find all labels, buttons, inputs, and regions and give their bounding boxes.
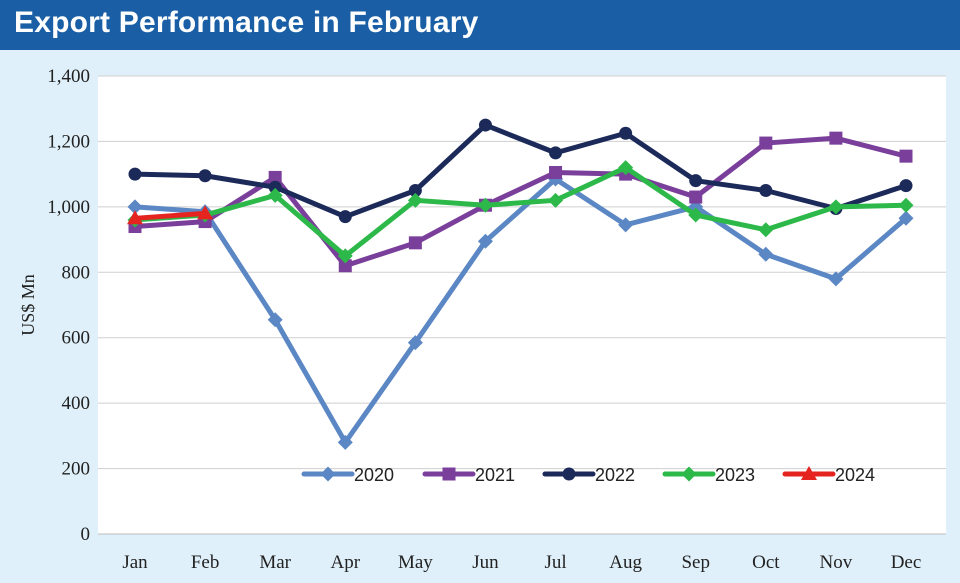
- legend-swatch-marker: [320, 466, 336, 482]
- plot-area: [98, 76, 946, 534]
- x-tick-label: May: [398, 552, 433, 573]
- legend-swatch-marker: [562, 467, 576, 481]
- x-tick-label: Apr: [330, 552, 360, 573]
- data-point: [338, 210, 352, 224]
- data-point: [898, 197, 914, 213]
- y-tick-label: 600: [62, 328, 91, 349]
- data-point: [338, 259, 352, 273]
- data-point: [127, 199, 143, 215]
- series-line: [132, 122, 909, 220]
- x-tick-label: Mar: [259, 552, 291, 573]
- y-tick-label: 0: [81, 524, 91, 545]
- legend-label: 2022: [595, 465, 635, 485]
- y-tick-label: 200: [62, 459, 91, 480]
- data-point: [898, 210, 914, 226]
- data-point: [408, 236, 422, 250]
- legend-label: 2021: [475, 465, 515, 485]
- data-point: [619, 126, 633, 140]
- data-point: [759, 136, 773, 150]
- y-axis: 0 200 400 600 800 1,000 1,200 1,400: [47, 66, 90, 545]
- data-point: [408, 184, 422, 197]
- y-tick-label: 1,000: [47, 197, 90, 218]
- legend-item-2021: 2021: [422, 465, 515, 485]
- data-point: [478, 118, 492, 132]
- data-point: [127, 210, 143, 225]
- x-tick-label: Sep: [681, 552, 710, 573]
- data-point: [407, 192, 423, 208]
- x-tick-label: Dec: [891, 552, 922, 573]
- data-point: [758, 222, 774, 238]
- data-point: [758, 246, 774, 262]
- y-axis-label: US$ Mn: [18, 274, 38, 336]
- data-point: [197, 205, 214, 220]
- data-point: [268, 180, 282, 194]
- legend-item-2022: 2022: [542, 465, 635, 485]
- data-point: [477, 197, 493, 213]
- data-point: [899, 149, 913, 163]
- data-point: [759, 184, 773, 197]
- data-point: [688, 207, 704, 223]
- series-line: [132, 176, 909, 445]
- x-tick-label: Jul: [544, 552, 566, 573]
- legend-label: 2020: [354, 465, 394, 485]
- data-point: [548, 192, 564, 208]
- data-point: [477, 233, 493, 249]
- x-tick-label: Oct: [752, 552, 780, 573]
- data-point: [407, 335, 423, 351]
- data-point: [549, 166, 563, 180]
- data-point: [198, 169, 212, 183]
- y-tick-label: 1,200: [47, 131, 90, 152]
- y-tick-label: 800: [62, 262, 91, 283]
- series-line: [132, 210, 208, 221]
- data-point: [267, 312, 283, 328]
- series-group: [127, 118, 914, 450]
- data-point: [899, 179, 913, 193]
- x-tick-label: Jun: [472, 552, 499, 573]
- chart-header: Export Performance in February: [0, 0, 960, 50]
- legend: 2020 2021 2022 2023 2024: [301, 465, 875, 485]
- data-point: [828, 199, 844, 215]
- y-tick-label: 400: [62, 393, 91, 414]
- data-point: [689, 190, 703, 204]
- data-point: [337, 434, 353, 450]
- legend-swatch-marker: [442, 467, 456, 481]
- x-tick-label: Feb: [191, 552, 220, 573]
- legend-item-2023: 2023: [662, 465, 755, 485]
- data-point: [829, 131, 843, 145]
- legend-item-2020: 2020: [301, 465, 394, 485]
- x-tick-label: Nov: [820, 552, 853, 573]
- x-axis: Jan Feb Mar Apr May Jun Jul Aug Sep Oct Nov Dec: [98, 533, 946, 573]
- data-point: [549, 146, 563, 160]
- data-point: [268, 170, 282, 184]
- x-tick-label: Jan: [122, 552, 148, 573]
- x-tick-label: Aug: [609, 552, 642, 573]
- data-point: [337, 248, 353, 264]
- data-point: [267, 187, 283, 203]
- legend-item-2024: 2024: [782, 465, 875, 485]
- y-tick-label: 1,400: [47, 66, 90, 87]
- data-point: [618, 160, 634, 176]
- data-point: [128, 167, 142, 181]
- chart-title: Export Performance in February: [14, 6, 479, 39]
- data-point: [618, 217, 634, 233]
- data-point: [689, 174, 703, 188]
- legend-label: 2023: [715, 465, 755, 485]
- data-point: [828, 271, 844, 287]
- series-line: [132, 165, 909, 259]
- legend-label: 2024: [835, 465, 875, 485]
- legend-swatch-marker: [801, 466, 817, 480]
- legend-swatch-marker: [681, 466, 697, 482]
- series-2024: [127, 205, 214, 225]
